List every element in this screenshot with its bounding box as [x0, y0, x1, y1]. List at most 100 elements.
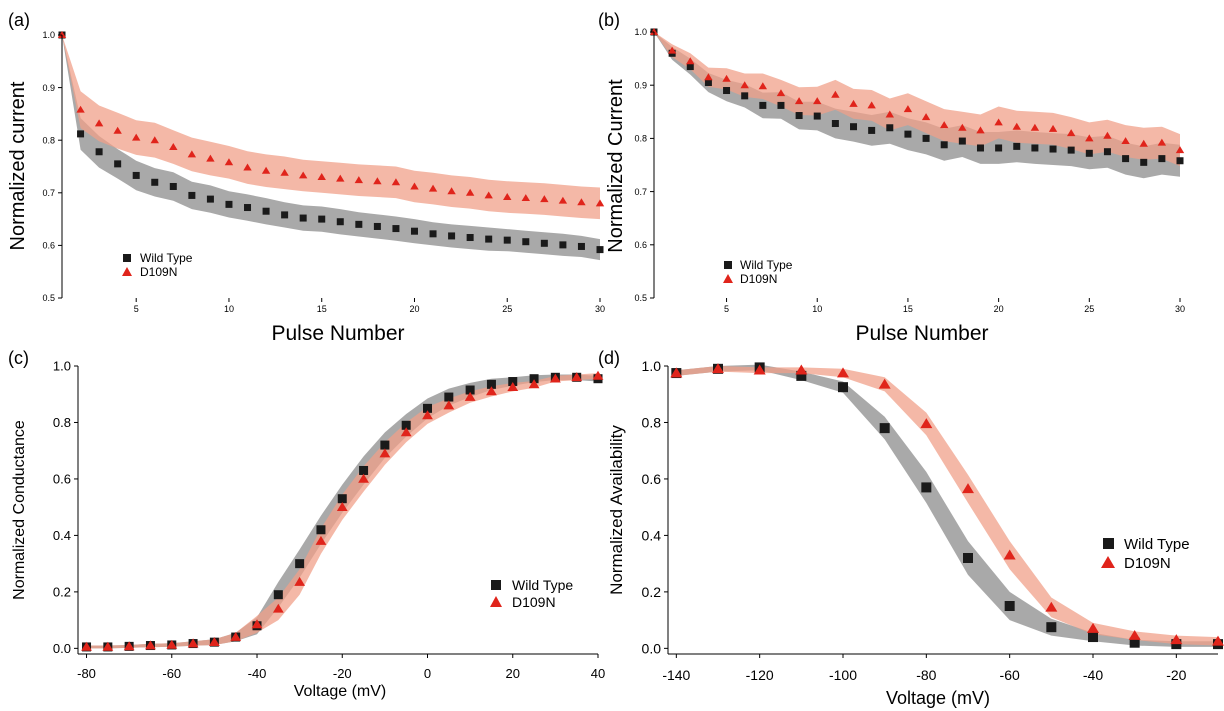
panel-b-bands [654, 32, 1180, 179]
panel-b-point-d109n-8 [794, 97, 804, 105]
panel-d-legend-wild-type-marker [1103, 538, 1114, 549]
panel-c-x-tick-label-5: 20 [506, 666, 520, 681]
panel-a-y-tick-label-4: 0.9 [42, 83, 55, 93]
panel-a-point-d109n-3 [113, 126, 122, 134]
panel-c-point-wild-type-19 [486, 379, 496, 389]
panel-b-point-wild-type-8 [795, 112, 803, 120]
panel-a-point-wild-type-4 [132, 171, 140, 179]
panel-d-point-d109n-10 [1087, 622, 1099, 633]
panel-d-point-d109n-3 [795, 364, 808, 375]
panel-a-point-wild-type-18 [392, 225, 400, 233]
panel-b-label: (b) [598, 10, 620, 30]
panel-a-point-d109n-2 [94, 119, 104, 127]
panel-b-point-wild-type-26 [1122, 155, 1130, 163]
panel-c-point-d109n-12 [336, 502, 348, 512]
panel-a-point-d109n-11 [261, 166, 271, 174]
panel-a-point-wild-type-14 [318, 215, 326, 223]
panel-b-y-tick-label-1: 0.6 [634, 240, 647, 250]
panel-b-point-d109n-4 [722, 74, 731, 82]
panel-c-point-wild-type-12 [337, 494, 347, 504]
panel-b-point-d109n-25 [1103, 131, 1112, 139]
panel-c-point-d109n-6 [208, 637, 220, 646]
panel-a-point-wild-type-11 [262, 207, 270, 215]
panel-b-point-d109n-11 [849, 99, 858, 107]
panel-a-point-d109n-16 [354, 176, 364, 184]
panel-c-point-wild-type-21 [529, 374, 539, 384]
panel-b-x-tick-label-4: 25 [1084, 304, 1094, 314]
panel-a-point-wild-type-8 [206, 195, 214, 203]
panel-b-point-wild-type-28 [1158, 155, 1166, 163]
panel-c-point-wild-type-17 [444, 392, 454, 402]
panel-c-label: (c) [8, 348, 29, 368]
panel-b-point-wild-type-7 [777, 101, 785, 109]
panel-d-point-d109n-12 [1170, 634, 1183, 645]
panel-a-point-d109n-13 [298, 171, 308, 179]
panel-b-legend-d109n-label: D109N [740, 272, 777, 286]
panel-c-point-wild-type-18 [465, 385, 475, 395]
panel-a-bands [62, 35, 600, 261]
panel-c-legend-wild-type-marker [491, 580, 501, 590]
panel-c-legend-d109n-marker [490, 596, 502, 607]
panel-d-marks [670, 362, 1224, 650]
panel-b-point-d109n-5 [740, 81, 749, 89]
panel-b-point-wild-type-14 [904, 130, 912, 138]
panel-a-y-tick-label-5: 1.0 [42, 30, 55, 40]
panel-c-point-wild-type-10 [295, 559, 305, 569]
panel-d-point-wild-type-3 [796, 370, 807, 381]
panel-c-x-tick-label-4: 0 [424, 666, 431, 681]
panel-b-y-tick-label-3: 0.8 [634, 134, 647, 144]
panel-a-point-d109n-15 [336, 174, 345, 182]
panel-b-axes: 0.5 0.6 0.7 0.8 0.9 1.0 5 10 15 20 25 30 [634, 27, 1185, 314]
panel-b-point-d109n-17 [958, 123, 967, 131]
panel-c-y-tick-label-5: 1.0 [53, 359, 71, 374]
panel-d-bands [676, 364, 1218, 647]
panel-a-y-tick-label-1: 0.6 [42, 241, 55, 251]
panel-d-point-d109n-11 [1128, 629, 1141, 640]
panel-a-point-d109n-24 [503, 193, 512, 201]
panel-a-x-tick-label-2: 15 [317, 304, 327, 314]
panel-a-x-axis-label: Pulse Number [271, 322, 404, 345]
panel-d-band-d109n [676, 366, 1218, 646]
panel-a-point-d109n-17 [373, 177, 382, 185]
panel-b-point-wild-type-13 [886, 124, 894, 132]
panel-c-point-d109n-18 [464, 391, 476, 401]
panel-c-point-d109n-24 [592, 370, 604, 380]
panel-a-point-wild-type-16 [355, 220, 363, 228]
panel-d-point-d109n-5 [878, 378, 891, 389]
panel-b-point-d109n-22 [1048, 124, 1058, 132]
panel-a-y-tick-label-3: 0.8 [42, 135, 55, 145]
panel-b-point-d109n-28 [1157, 138, 1167, 146]
panel-a-point-d109n-19 [410, 182, 419, 190]
panel-c-point-d109n-11 [315, 535, 327, 545]
panel-d-x-tick-label-3: -80 [916, 667, 936, 683]
panel-b-point-wild-type-27 [1140, 158, 1148, 166]
panel-d-y-tick-label-0: 0.0 [642, 640, 662, 656]
panel-c-point-wild-type-9 [273, 590, 283, 600]
panel-d-x-tick-label-6: -20 [1166, 667, 1186, 683]
panel-a-point-wild-type-6 [169, 182, 177, 190]
panel-a-point-d109n-29 [595, 199, 605, 207]
panel-c-point-wild-type-14 [380, 440, 390, 450]
panel-c-point-d109n-19 [486, 386, 497, 396]
panel-c-point-d109n-16 [422, 410, 433, 420]
panel-c-point-wild-type-13 [359, 465, 369, 475]
panel-c-x-tick-label-0: -80 [77, 666, 96, 681]
panel-a-point-d109n-1 [76, 105, 85, 113]
panel-b-point-wild-type-18 [976, 144, 984, 152]
panel-a-x-tick-label-4: 25 [502, 304, 512, 314]
panel-d-y-tick-label-4: 0.8 [642, 414, 662, 430]
panel-d-point-wild-type-11 [1129, 637, 1140, 648]
panel-a-legend: Wild Type D109N [122, 251, 193, 279]
panel-d-y-tick-label-5: 1.0 [642, 358, 662, 374]
panel-b-legend-d109n-marker [723, 274, 733, 283]
panel-c-point-d109n-4 [166, 639, 178, 649]
panel-c-point-d109n-2 [123, 641, 135, 651]
panel-a-point-wild-type-28 [577, 242, 585, 250]
panel-d-x-tick-label-0: -140 [662, 667, 690, 683]
panel-d-point-d109n-1 [712, 363, 724, 374]
panel-a-point-d109n-27 [558, 196, 568, 204]
panel-b-point-d109n-16 [940, 121, 949, 129]
panel-d-y-tick-label-2: 0.4 [642, 527, 662, 543]
panel-a-point-d109n-22 [465, 188, 475, 196]
panel-b-point-wild-type-11 [850, 123, 858, 131]
